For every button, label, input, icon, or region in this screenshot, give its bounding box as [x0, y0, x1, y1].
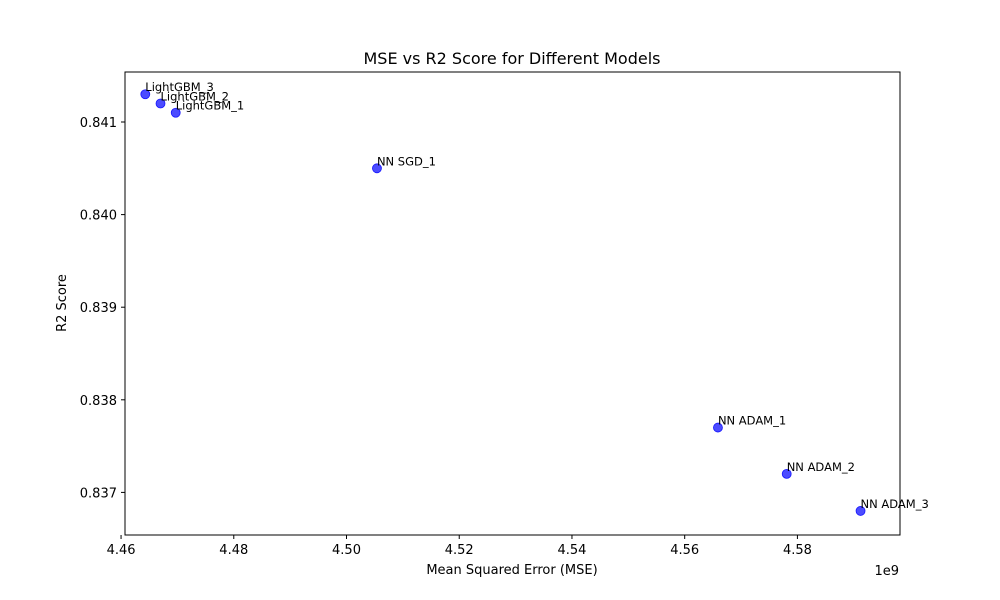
- data-point: [781, 468, 792, 479]
- chart-title: MSE vs R2 Score for Different Models: [364, 49, 661, 68]
- y-tick-label: 0.839: [80, 301, 117, 316]
- data-point-label: NN ADAM_3: [861, 497, 929, 511]
- data-point-label: LightGBM_2: [161, 89, 230, 103]
- y-tick-label: 0.841: [80, 116, 117, 131]
- plot-frame: [124, 71, 901, 536]
- x-tick-label: 4.52: [445, 543, 474, 558]
- x-axis-offset-label: 1e9: [874, 564, 899, 579]
- data-point-label: NN ADAM_2: [787, 460, 855, 474]
- y-axis-label: R2 Score: [55, 274, 70, 332]
- data-point: [140, 89, 151, 100]
- data-point: [855, 506, 866, 516]
- y-tick-label: 0.837: [80, 486, 117, 501]
- data-point: [713, 422, 723, 433]
- x-tick-label: 4.48: [219, 543, 248, 558]
- data-point-label: NN SGD_1: [377, 154, 436, 168]
- x-axis-label: Mean Squared Error (MSE): [426, 563, 597, 578]
- data-point: [170, 107, 181, 118]
- data-point: [372, 163, 382, 174]
- x-tick-label: 4.54: [557, 543, 586, 558]
- x-tick-label: 4.56: [670, 543, 699, 558]
- y-tick-label: 0.840: [80, 209, 117, 224]
- x-tick-label: 4.58: [783, 543, 812, 558]
- data-point-label: NN ADAM_1: [718, 414, 786, 428]
- x-tick-label: 4.50: [332, 543, 361, 558]
- y-tick-label: 0.838: [80, 394, 117, 409]
- data-point-label: LightGBM_1: [176, 99, 245, 113]
- x-tick-label: 4.46: [107, 543, 136, 558]
- plot-area: 4.46 4.48 4.50 4.52 4.54 4.56 4.58 0.837 0.838 0.…: [80, 71, 929, 558]
- data-point: [155, 98, 166, 109]
- data-point-label: LightGBM_3: [145, 80, 214, 94]
